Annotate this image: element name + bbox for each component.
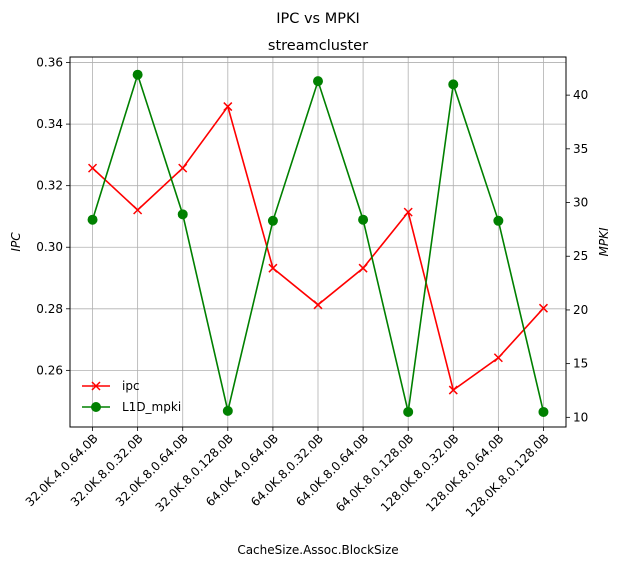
marker-stroke xyxy=(313,300,323,310)
data-point-ipc xyxy=(223,102,233,112)
data-point-ipc xyxy=(268,263,278,273)
data-point-ipc xyxy=(403,207,413,217)
y-left-tick-label: 0.36 xyxy=(36,56,63,70)
legend: ipc L1D_mpki xyxy=(82,379,181,414)
marker-stroke xyxy=(448,385,458,395)
marker-stroke xyxy=(223,102,233,112)
marker-stroke xyxy=(493,353,503,363)
marker-stroke xyxy=(403,207,413,217)
x-axis: 32.0K.4.0.64.0B32.0K.8.0.32.0B32.0K.8.0.… xyxy=(23,427,552,520)
data-point-L1D_mpki xyxy=(538,406,549,417)
legend-marker xyxy=(91,402,101,412)
data-point-L1D_mpki xyxy=(358,214,369,225)
y-right-tick-label: 15 xyxy=(573,357,588,371)
y-left-tick-label: 0.32 xyxy=(36,179,63,193)
legend-item-ipc: ipc xyxy=(82,379,140,393)
marker-stroke xyxy=(133,205,143,215)
marker-stroke xyxy=(88,163,98,173)
data-point-ipc xyxy=(88,163,98,173)
y-left-tick-label: 0.34 xyxy=(36,117,63,131)
legend-item-L1D_mpki: L1D_mpki xyxy=(82,400,181,414)
x-tick-label: 128.0K.8.0.128.0B xyxy=(463,431,552,520)
data-point-L1D_mpki xyxy=(313,76,323,87)
y-axis-left: 0.26 0.28 0.30 0.32 0.34 0.36 xyxy=(36,56,70,377)
x-tick-label: 64.0K.8.0.128.0B xyxy=(333,431,416,514)
y-axis-right: 10 15 20 25 30 35 40 xyxy=(566,88,588,424)
series-ipc xyxy=(88,102,548,395)
data-point-L1D_mpki xyxy=(222,405,233,416)
x-tick-label: 128.0K.8.0.32.0B xyxy=(378,431,461,514)
x-tick-label: 32.0K.8.0.128.0B xyxy=(153,431,236,514)
y-right-tick-label: 35 xyxy=(573,142,588,156)
data-point-ipc xyxy=(178,163,188,173)
y-left-tick-label: 0.28 xyxy=(36,302,63,316)
y-right-tick-label: 30 xyxy=(573,196,588,210)
series-L1D_mpki xyxy=(87,69,549,417)
data-point-L1D_mpki xyxy=(403,406,414,417)
series-layer xyxy=(87,69,549,417)
x-axis-label: CacheSize.Assoc.BlockSize xyxy=(237,543,398,557)
y-axis-left-label: IPC xyxy=(9,232,23,252)
y-right-tick-label: 10 xyxy=(573,410,588,424)
data-point-ipc xyxy=(313,300,323,310)
data-point-L1D_mpki xyxy=(448,79,459,90)
y-right-tick-label: 40 xyxy=(573,88,588,102)
y-right-tick-label: 20 xyxy=(573,303,588,317)
data-point-L1D_mpki xyxy=(177,209,188,220)
grid-lines xyxy=(70,57,566,427)
marker-stroke xyxy=(268,263,278,273)
y-axis-right-label: MPKI xyxy=(597,227,611,256)
data-point-L1D_mpki xyxy=(87,214,98,225)
chart-suptitle: IPC vs MPKI xyxy=(276,11,360,27)
y-right-tick-label: 25 xyxy=(573,249,588,263)
data-point-ipc xyxy=(448,385,458,395)
legend-marker xyxy=(91,381,101,391)
legend-label: L1D_mpki xyxy=(122,400,181,414)
marker-stroke xyxy=(538,303,548,313)
legend-label: ipc xyxy=(122,379,140,393)
marker-stroke xyxy=(178,163,188,173)
x-tick-label: 128.0K.8.0.64.0B xyxy=(423,431,506,514)
y-left-tick-label: 0.26 xyxy=(36,363,63,377)
data-point-ipc xyxy=(358,263,368,273)
data-point-L1D_mpki xyxy=(267,215,278,226)
marker-stroke xyxy=(358,263,368,273)
y-left-tick-label: 0.30 xyxy=(36,240,63,254)
data-point-L1D_mpki xyxy=(132,69,143,80)
chart-title: streamcluster xyxy=(268,38,368,54)
data-point-L1D_mpki xyxy=(493,215,504,226)
data-point-ipc xyxy=(133,205,143,215)
data-point-ipc xyxy=(538,303,548,313)
marker-stroke xyxy=(91,381,101,391)
data-point-ipc xyxy=(493,353,503,363)
